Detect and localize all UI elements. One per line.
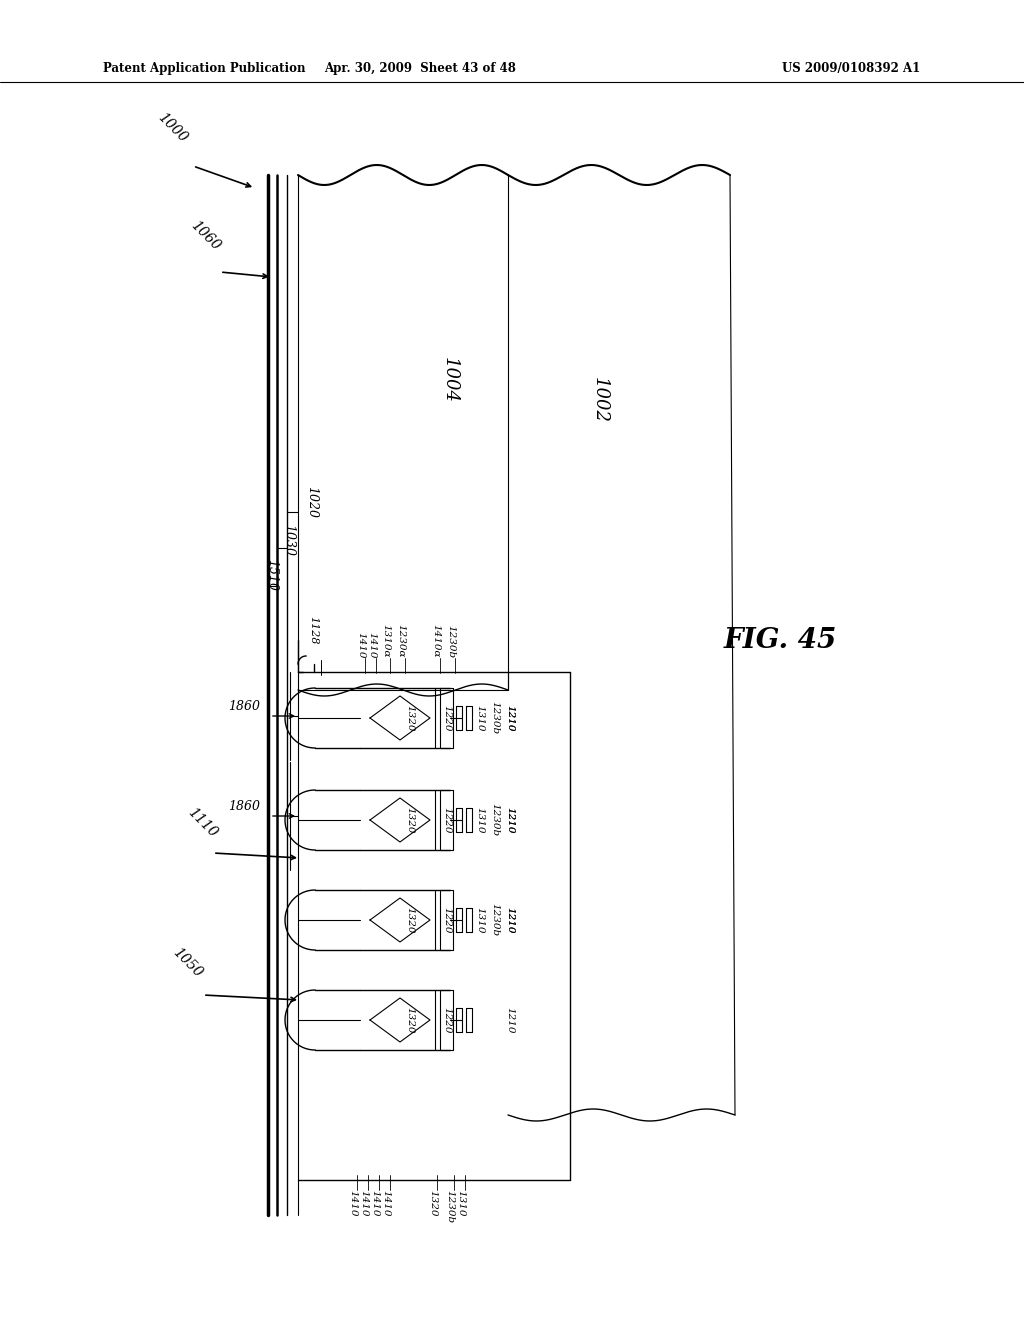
Text: 1410: 1410 — [359, 1191, 368, 1217]
Text: 1210: 1210 — [506, 705, 514, 731]
Text: 1230b: 1230b — [446, 624, 455, 657]
Text: 1320: 1320 — [406, 807, 415, 833]
Text: 1220: 1220 — [442, 705, 452, 731]
Text: 1210: 1210 — [506, 807, 514, 833]
Text: 1410: 1410 — [348, 1191, 357, 1217]
Text: 1128: 1128 — [308, 616, 318, 645]
Text: 1320: 1320 — [406, 1007, 415, 1034]
Text: Apr. 30, 2009  Sheet 43 of 48: Apr. 30, 2009 Sheet 43 of 48 — [324, 62, 516, 75]
Text: 1510: 1510 — [265, 558, 278, 591]
Text: 1410: 1410 — [367, 631, 376, 657]
Text: 1310: 1310 — [475, 907, 484, 933]
Text: 1410: 1410 — [381, 1191, 390, 1217]
Text: 1230b: 1230b — [490, 701, 500, 734]
Text: 1320: 1320 — [428, 1191, 437, 1217]
Text: 1220: 1220 — [442, 1007, 452, 1034]
Text: 1060: 1060 — [188, 218, 223, 253]
Text: 1210: 1210 — [506, 807, 514, 833]
Text: 1860: 1860 — [228, 800, 260, 813]
Text: 1310α: 1310α — [381, 624, 390, 657]
Text: 1220: 1220 — [442, 807, 452, 833]
Text: 1000: 1000 — [155, 110, 190, 145]
Text: 1110: 1110 — [185, 805, 220, 840]
Text: US 2009/0108392 A1: US 2009/0108392 A1 — [781, 62, 920, 75]
Text: 1050: 1050 — [170, 945, 205, 979]
Text: FIG. 45: FIG. 45 — [723, 627, 837, 653]
Text: 1410: 1410 — [356, 631, 365, 657]
Text: 1210: 1210 — [506, 907, 514, 933]
Text: 1230α: 1230α — [396, 624, 406, 657]
Text: 1320: 1320 — [406, 907, 415, 933]
Text: 1860: 1860 — [228, 700, 260, 713]
Text: 1020: 1020 — [305, 486, 318, 517]
Text: Patent Application Publication: Patent Application Publication — [103, 62, 305, 75]
Text: 1310: 1310 — [475, 807, 484, 833]
Text: 1004: 1004 — [441, 356, 459, 403]
Text: 1220: 1220 — [442, 907, 452, 933]
Text: 1310: 1310 — [456, 1191, 465, 1217]
Text: 1230b: 1230b — [445, 1191, 454, 1224]
Text: 1210: 1210 — [506, 705, 514, 731]
Text: 1410: 1410 — [370, 1191, 379, 1217]
Text: 1320: 1320 — [406, 705, 415, 731]
Text: 1002: 1002 — [591, 378, 609, 422]
Text: 1210: 1210 — [506, 907, 514, 933]
Text: 1410α: 1410α — [431, 624, 440, 657]
Text: 1210: 1210 — [506, 1007, 514, 1034]
Text: 1230b: 1230b — [490, 804, 500, 837]
Text: 1310: 1310 — [475, 705, 484, 731]
Text: 1030: 1030 — [282, 524, 295, 556]
Text: 1230b: 1230b — [490, 903, 500, 937]
